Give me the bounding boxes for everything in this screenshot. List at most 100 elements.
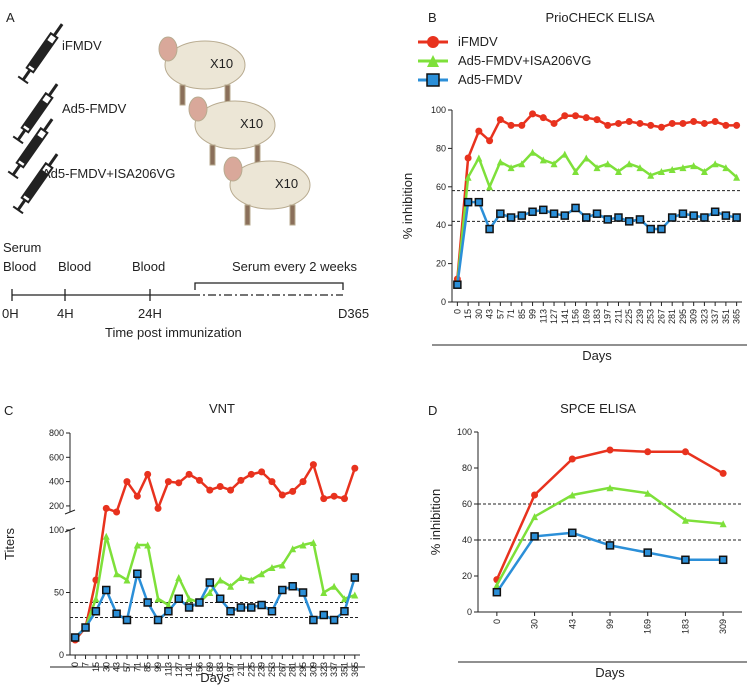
data-point: [572, 112, 580, 120]
data-point: [582, 114, 590, 122]
data-point: [268, 564, 276, 571]
animal-count: X10: [240, 116, 263, 131]
data-point: [268, 478, 276, 486]
legend-marker: [427, 36, 439, 48]
legend-label: iFMDV: [458, 34, 498, 49]
data-point: [539, 205, 548, 215]
data-point: [711, 118, 719, 126]
data-point: [678, 209, 688, 218]
x-axis-label: Days: [582, 348, 612, 363]
data-point: [299, 478, 307, 486]
sample-label: Blood: [132, 259, 165, 274]
data-point: [605, 541, 615, 550]
x-tick-label: 57: [122, 662, 132, 672]
data-point: [237, 476, 245, 484]
data-point: [175, 479, 183, 487]
y-tick-label: 100: [457, 427, 472, 437]
data-point: [529, 110, 537, 118]
data-point: [568, 528, 577, 538]
x-tick-label: 113: [163, 662, 173, 676]
data-point: [278, 561, 286, 569]
y-tick-label: 800: [49, 428, 64, 438]
data-point: [464, 173, 472, 181]
data-point: [153, 615, 163, 625]
x-tick-label: 141: [560, 309, 570, 324]
data-point: [143, 598, 152, 607]
x-tick-label: 127: [549, 309, 559, 324]
x-tick-label: 295: [678, 309, 688, 324]
data-point: [184, 603, 194, 612]
data-point: [530, 532, 539, 541]
data-point: [721, 211, 731, 220]
data-point: [236, 603, 246, 612]
data-point: [113, 570, 121, 578]
data-point: [102, 585, 111, 595]
x-tick-label: 113: [538, 309, 548, 323]
data-point: [340, 607, 349, 616]
data-point: [320, 495, 328, 503]
data-point: [247, 603, 256, 612]
data-point: [496, 116, 504, 124]
data-point: [507, 121, 515, 129]
data-point: [606, 484, 614, 492]
data-point: [206, 589, 214, 596]
data-point: [133, 492, 141, 500]
x-tick-label: 183: [215, 662, 225, 677]
data-point: [528, 207, 537, 217]
y-axis-label: % inhibition: [400, 173, 415, 240]
data-point: [486, 183, 494, 191]
data-point: [278, 491, 286, 499]
data-point: [517, 211, 527, 220]
data-point: [227, 582, 235, 590]
y-tick-label: 100: [49, 525, 64, 535]
data-point: [81, 623, 90, 632]
x-tick-label: 323: [699, 309, 709, 324]
data-point: [267, 607, 277, 616]
sample-label: Blood: [3, 259, 36, 274]
data-point: [667, 213, 677, 222]
panel-letter: D: [428, 403, 437, 418]
data-point: [154, 504, 162, 512]
data-point: [195, 598, 204, 607]
data-point: [604, 121, 612, 129]
x-tick-label: 99: [528, 309, 538, 319]
data-point: [507, 164, 515, 172]
x-tick-label: 211: [236, 662, 246, 676]
x-tick-label: 323: [319, 662, 329, 677]
x-tick-label: 239: [257, 662, 267, 677]
y-tick-label: 0: [59, 650, 64, 660]
y-tick-label: 400: [49, 477, 64, 487]
x-tick-label: 197: [603, 309, 613, 324]
data-point: [102, 532, 110, 540]
x-tick-label: 85: [143, 662, 153, 672]
data-point: [531, 513, 539, 521]
data-point: [278, 585, 287, 595]
x-tick-label: 169: [581, 309, 591, 324]
data-point: [679, 119, 687, 127]
x-tick-label: 71: [506, 309, 516, 319]
x-tick-label: 71: [132, 662, 142, 672]
data-point: [643, 548, 652, 557]
x-tick-label: 309: [689, 309, 699, 324]
series-line: [456, 112, 737, 280]
data-point: [518, 121, 526, 129]
data-point: [679, 164, 687, 172]
data-point: [299, 541, 307, 549]
x-tick-label: 281: [288, 662, 298, 677]
data-point: [614, 213, 623, 222]
axis-break: [64, 509, 76, 515]
x-tick-label: 0: [492, 619, 502, 624]
x-tick-label: 253: [646, 309, 656, 324]
x-axis-label: Days: [595, 665, 625, 680]
data-point: [144, 470, 152, 478]
y-tick-label: 600: [49, 452, 64, 462]
data-point: [464, 154, 472, 162]
data-point: [635, 215, 645, 224]
data-point: [496, 209, 505, 218]
y-tick-label: 20: [462, 571, 472, 581]
data-point: [351, 464, 359, 472]
data-point: [518, 160, 526, 168]
x-tick-label: 253: [267, 662, 277, 677]
data-point: [603, 215, 612, 224]
x-tick-label: 239: [635, 309, 645, 324]
